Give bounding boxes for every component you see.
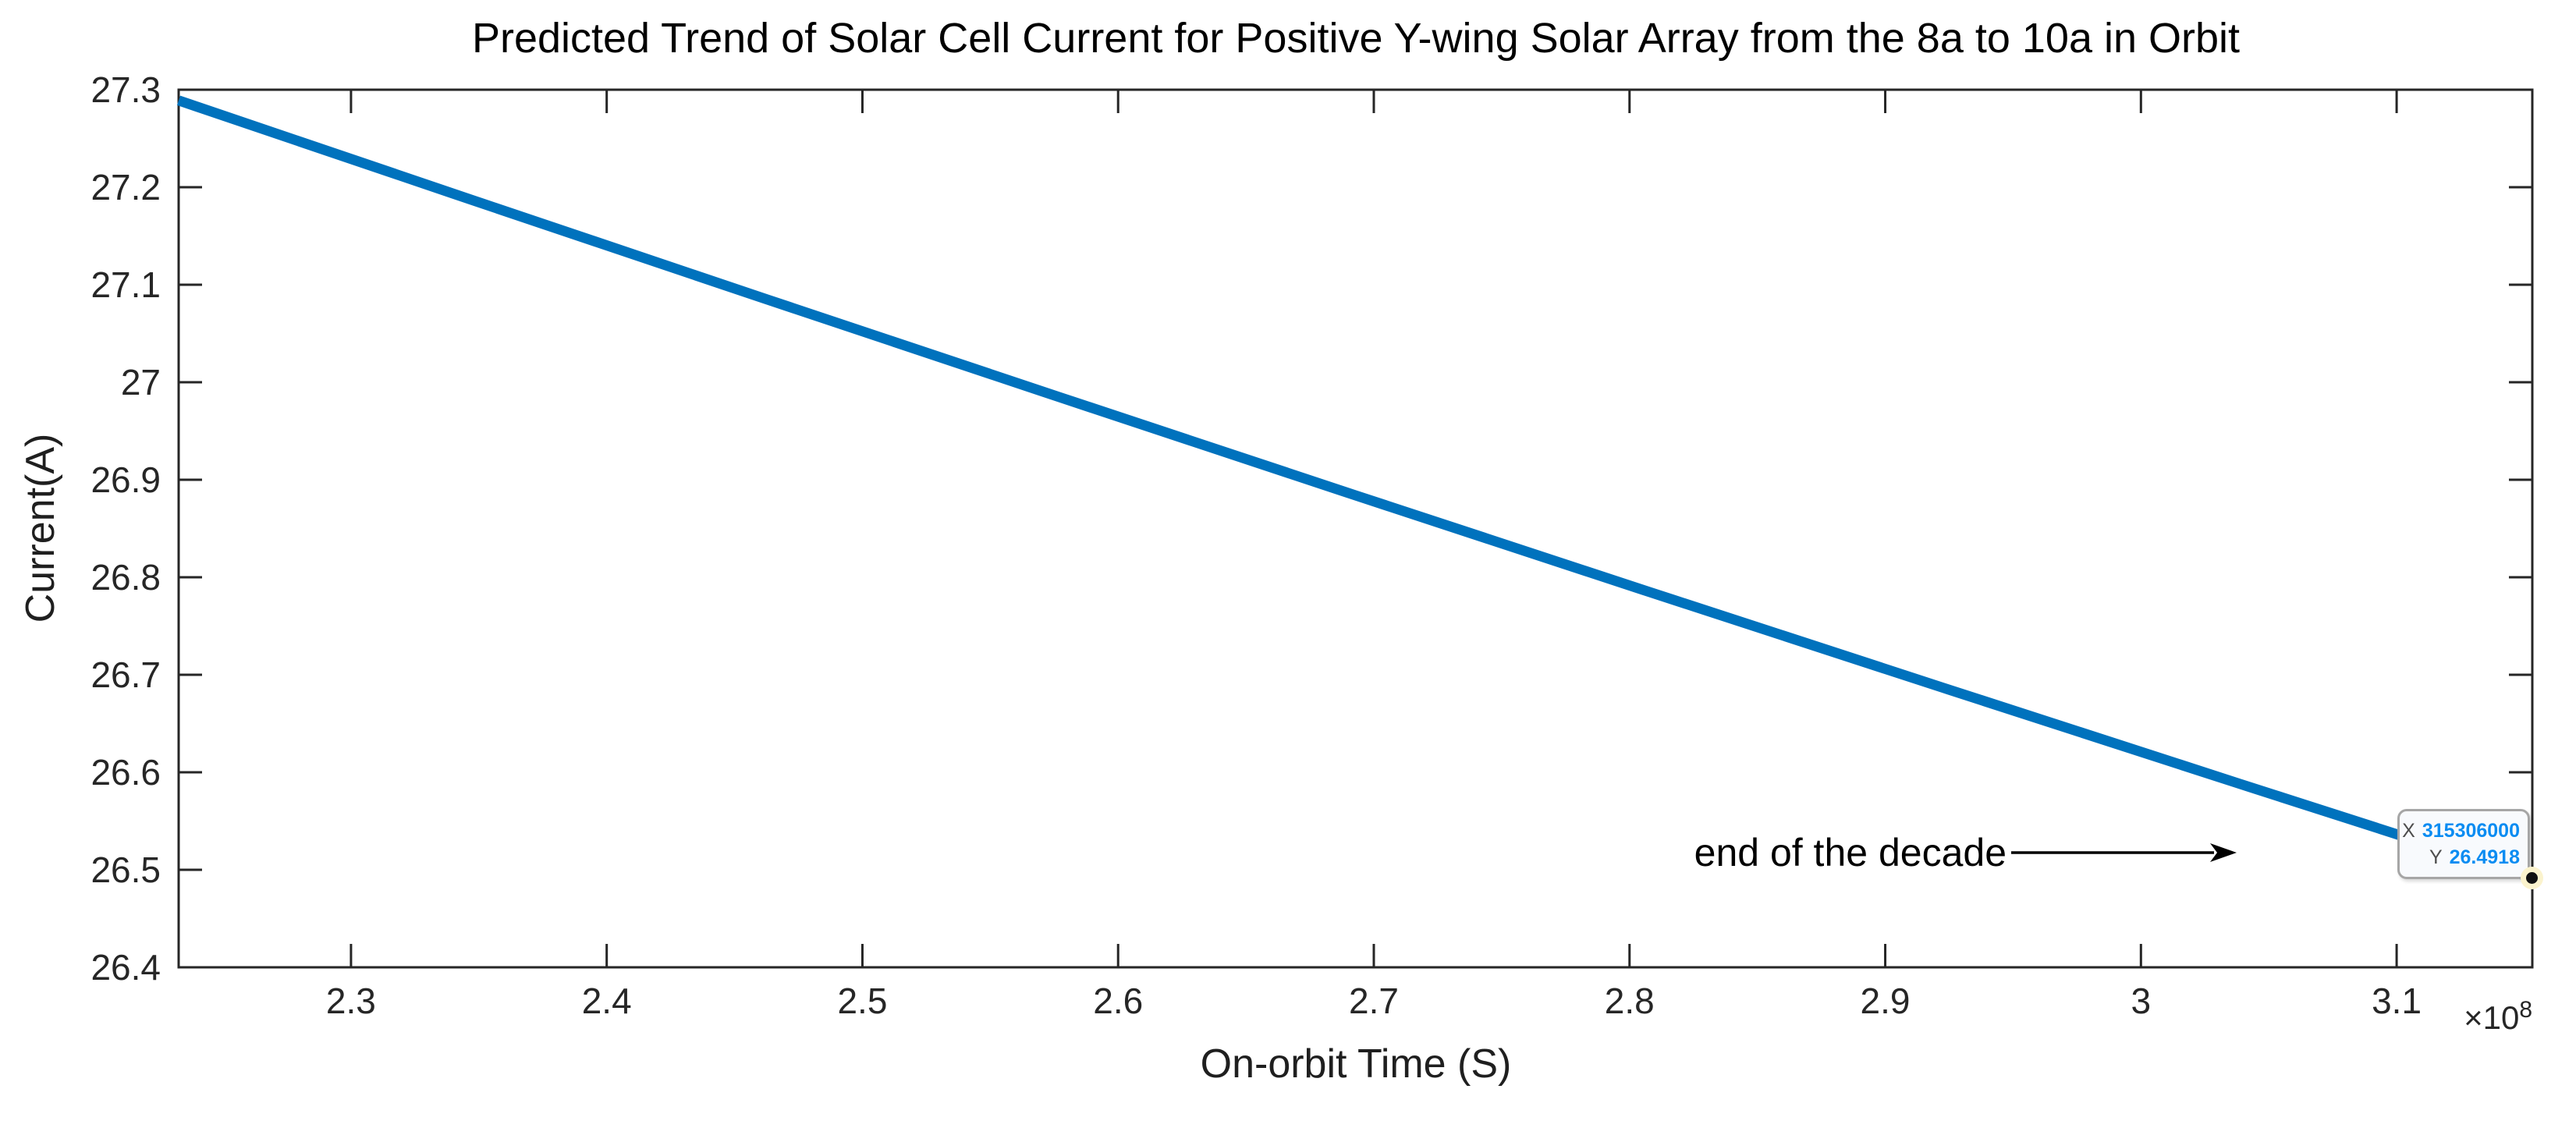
datatip-x-label: X: [2402, 820, 2415, 842]
datatip-x-value: 315306000: [2422, 820, 2520, 842]
annotation-arrowhead-icon: [2210, 843, 2237, 862]
x-tick-label: 2.3: [325, 981, 376, 1021]
axes-frame: [177, 88, 2534, 969]
y-tick-label: 26.5: [90, 850, 161, 890]
y-tick-label: 26.7: [90, 654, 161, 695]
x-tick-label: 3: [2131, 981, 2152, 1021]
x-tick-label: 2.7: [1349, 981, 1399, 1021]
x-tick-label: 2.8: [1604, 981, 1655, 1021]
exponent-base: ×10: [2464, 999, 2520, 1036]
y-tick-label: 26.4: [90, 947, 161, 988]
y-tick-label: 26.9: [90, 459, 161, 500]
y-tick-label: 27.3: [90, 69, 161, 110]
x-tick-label: 2.4: [581, 981, 632, 1021]
datatip-y-value: 26.4918: [2449, 846, 2520, 868]
datatip[interactable]: X 315306000 Y 26.4918: [2397, 809, 2530, 879]
annotation-text: end of the decade: [1694, 831, 2007, 874]
x-tick-label: 2.9: [1860, 981, 1911, 1021]
x-tick-label: 2.6: [1093, 981, 1144, 1021]
data-point-marker[interactable]: [2526, 872, 2538, 884]
x-axis-label: On-orbit Time (S): [1200, 1041, 1512, 1087]
curve-line[interactable]: [176, 95, 2534, 883]
axis-exponent-label: ×108: [2464, 997, 2532, 1037]
datatip-y-row: Y 26.4918: [2429, 844, 2520, 871]
y-tick-label: 27: [120, 362, 161, 403]
exponent-power: 8: [2519, 997, 2532, 1023]
datatip-y-label: Y: [2429, 846, 2443, 868]
y-tick-label: 27.1: [90, 264, 161, 305]
x-tick-label: 2.5: [837, 981, 888, 1021]
y-tick-label: 26.6: [90, 752, 161, 793]
y-tick-label: 27.2: [90, 167, 161, 208]
x-tick-label: 3.1: [2372, 981, 2422, 1021]
datatip-x-row: X 315306000: [2402, 818, 2520, 844]
chart-title: Predicted Trend of Solar Cell Current fo…: [471, 15, 2241, 62]
y-tick-label: 26.8: [90, 557, 161, 598]
